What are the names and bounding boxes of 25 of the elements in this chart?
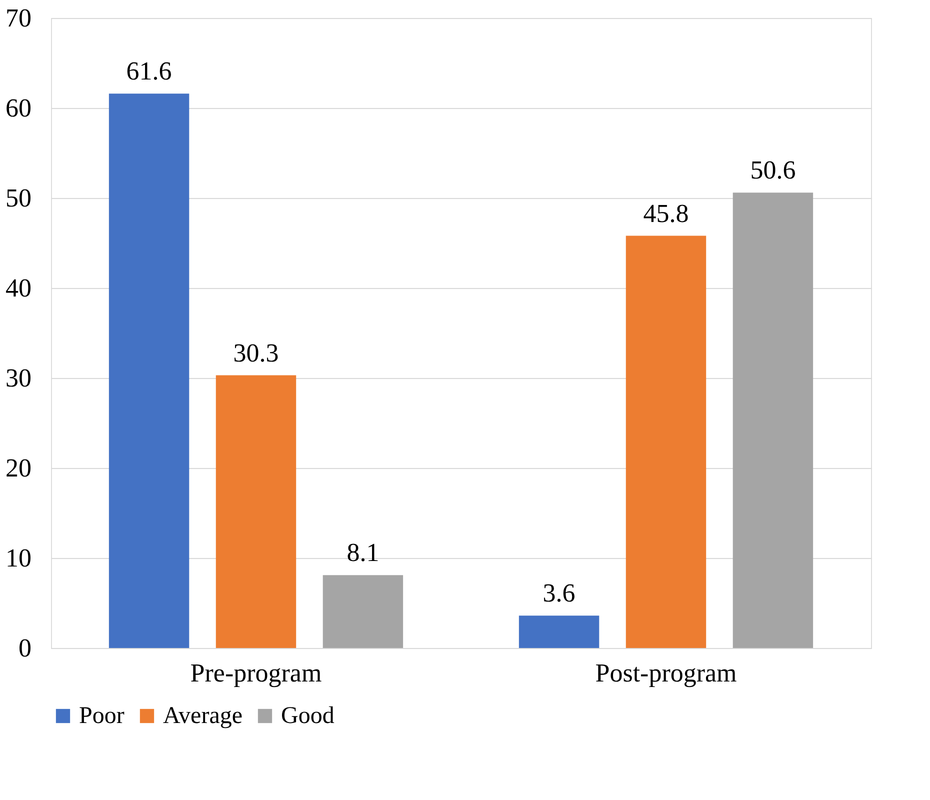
data-label: 50.6 (750, 156, 796, 185)
legend-label: Poor (79, 703, 124, 729)
bar (732, 192, 814, 648)
y-tick-label: 0 (18, 634, 32, 662)
bar (626, 236, 706, 648)
bar (216, 375, 296, 648)
data-label: 30.3 (233, 338, 279, 368)
bar (518, 616, 600, 648)
y-tick-label: 20 (6, 454, 32, 482)
data-label: 8.1 (346, 538, 380, 568)
data-label: 45.8 (643, 198, 689, 228)
bar (108, 94, 190, 648)
bar (322, 575, 404, 648)
y-tick-label: 40 (6, 274, 32, 302)
y-tick-label: 30 (6, 364, 32, 392)
data-label: 61.6 (126, 56, 172, 86)
legend-label: Good (281, 703, 334, 729)
x-tick-label: Pre-program (190, 658, 322, 688)
y-tick-label: 60 (6, 94, 32, 122)
legend-label: Average (163, 703, 242, 729)
y-tick-label: 10 (6, 544, 32, 572)
data-label: 3.6 (542, 578, 576, 608)
y-tick-label: 70 (6, 4, 32, 32)
x-tick-label: Post-program (595, 658, 737, 688)
y-tick-label: 50 (6, 184, 32, 212)
